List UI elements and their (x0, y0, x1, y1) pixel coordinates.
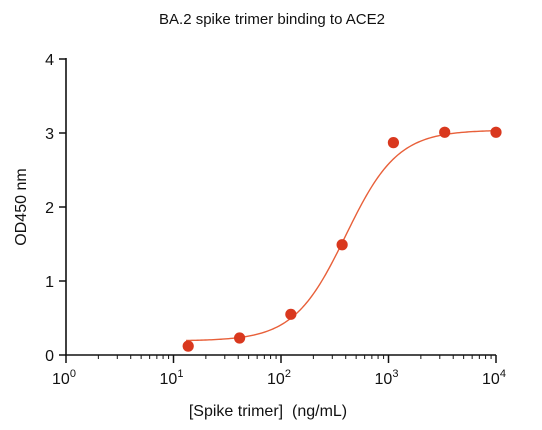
data-point (285, 308, 297, 320)
y-axis: 0 1 2 3 4 (45, 52, 67, 365)
data-point (439, 126, 451, 138)
fit-curve (186, 129, 497, 342)
data-point (490, 126, 502, 138)
data-point (182, 340, 194, 352)
y-tick-label: 1 (45, 274, 54, 291)
data-point (234, 332, 246, 344)
x-tick-label: 102 (267, 368, 291, 388)
data-point (387, 137, 400, 149)
x-tick-label: 100 (52, 368, 76, 388)
y-tick-label: 0 (45, 348, 54, 365)
x-tick-label: 104 (482, 368, 506, 388)
y-tick-label: 4 (45, 52, 54, 69)
chart-title: BA.2 spike trimer binding to ACE2 (159, 11, 385, 28)
y-tick-label: 3 (45, 126, 54, 143)
x-tick-label: 101 (160, 368, 184, 388)
x-tick-label: 103 (375, 368, 399, 388)
x-axis: 100 101 102 103 104 (52, 354, 506, 388)
plot-area (182, 126, 502, 352)
y-axis-label: OD450 nm (13, 168, 30, 245)
x-axis-label: [Spike trimer] (ng/mL) (189, 403, 347, 420)
y-tick-label: 2 (45, 200, 54, 217)
data-point (336, 239, 348, 251)
